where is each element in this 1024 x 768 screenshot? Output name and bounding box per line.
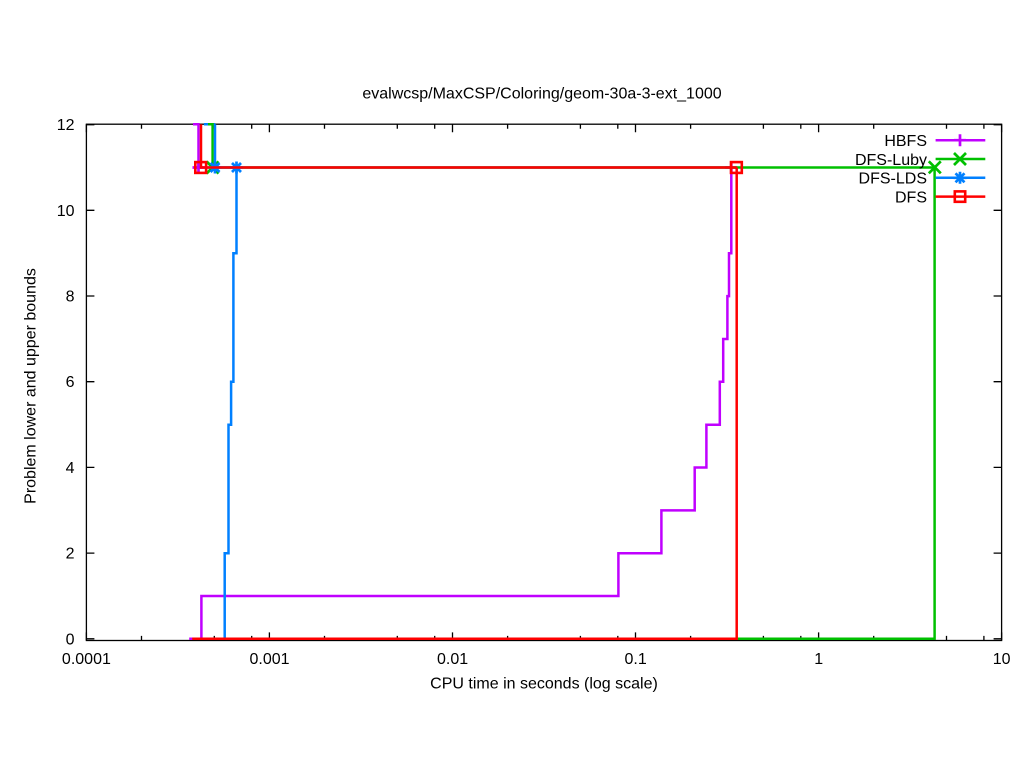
svg-text:DFS-LDS: DFS-LDS: [859, 171, 927, 188]
svg-text:8: 8: [66, 289, 75, 306]
svg-text:HBFS: HBFS: [884, 133, 927, 150]
svg-text:12: 12: [57, 117, 75, 134]
svg-text:10: 10: [993, 651, 1011, 668]
svg-text:evalwcsp/MaxCSP/Coloring/geom-: evalwcsp/MaxCSP/Coloring/geom-30a-3-ext_…: [362, 86, 721, 103]
svg-text:10: 10: [57, 203, 75, 220]
svg-text:DFS: DFS: [895, 189, 927, 206]
svg-text:0.01: 0.01: [437, 651, 468, 668]
svg-text:2: 2: [66, 546, 75, 563]
svg-text:CPU time in seconds (log scale: CPU time in seconds (log scale): [430, 676, 658, 693]
svg-text:0.001: 0.001: [249, 651, 289, 668]
svg-text:4: 4: [66, 460, 75, 477]
svg-text:DFS-Luby: DFS-Luby: [855, 152, 927, 169]
svg-text:1: 1: [814, 651, 823, 668]
svg-text:0.0001: 0.0001: [62, 651, 111, 668]
svg-text:0: 0: [66, 631, 75, 648]
svg-text:Problem lower and upper bounds: Problem lower and upper bounds: [22, 268, 39, 504]
svg-text:6: 6: [66, 374, 75, 391]
svg-text:0.1: 0.1: [624, 651, 646, 668]
